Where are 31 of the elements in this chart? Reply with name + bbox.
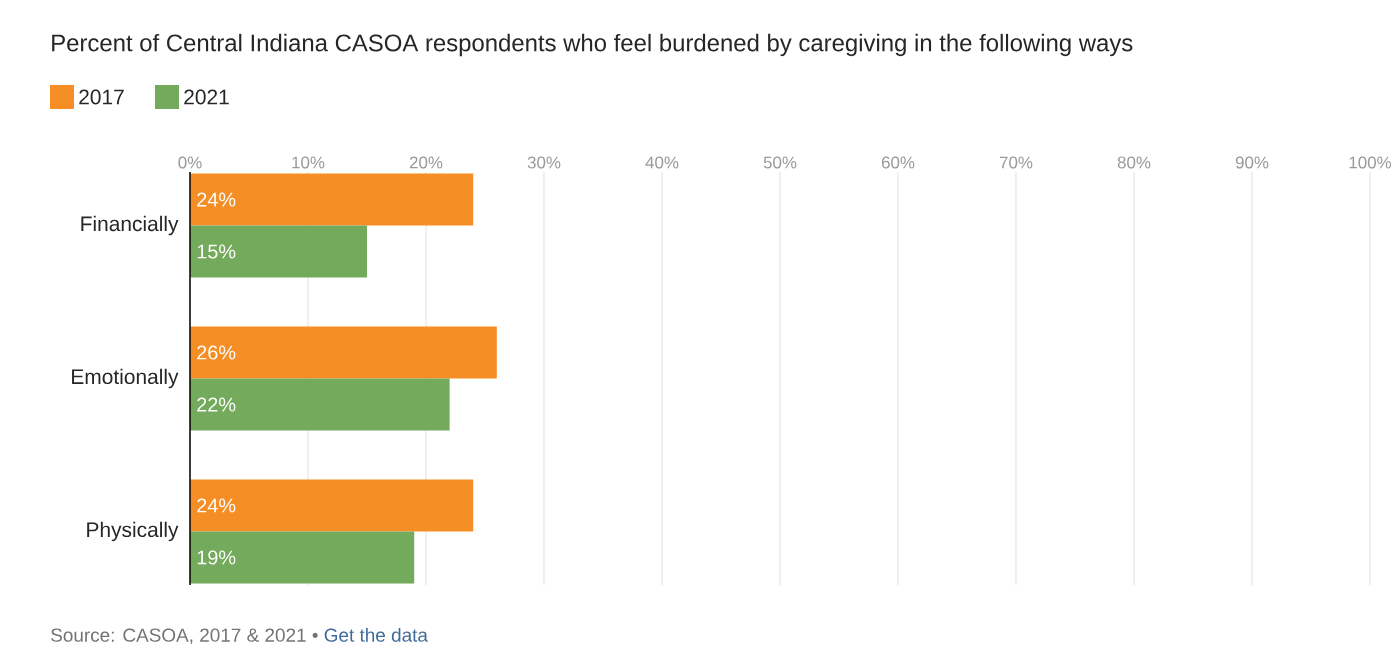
data-label: 22% [197, 397, 236, 412]
x-tick-label: 70% [999, 156, 1033, 169]
data-label: 26% [197, 345, 236, 360]
bar [190, 378, 450, 431]
x-tick-label: 50% [763, 156, 797, 169]
x-tick-label: 90% [1235, 156, 1269, 169]
bar [190, 326, 497, 379]
legend-label: 2021 [184, 89, 229, 105]
bar [190, 173, 474, 226]
y-tick-label: Emotionally [72, 368, 179, 389]
data-label: 19% [197, 550, 236, 565]
x-tick-label: 60% [881, 156, 915, 169]
x-tick-label: 80% [1117, 156, 1151, 169]
y-tick-label: Physically [87, 521, 179, 542]
y-tick-label: Financially [81, 215, 179, 236]
bar [190, 479, 474, 532]
x-tick-label: 20% [409, 156, 443, 169]
data-label: 15% [197, 244, 236, 259]
legend-label: 2017 [79, 89, 124, 105]
source-note: Source: CASOA, 2017 & 2021 • [51, 628, 318, 645]
x-tick-label: 40% [645, 156, 679, 169]
data-label: 24% [197, 192, 236, 207]
bar [190, 531, 415, 584]
data-label: 24% [197, 498, 236, 513]
bar [190, 225, 368, 278]
x-tick-label: 10% [292, 156, 325, 169]
x-tick-label: 30% [527, 156, 561, 169]
text: Get the data [324, 627, 428, 642]
x-tick-label: 100% [1349, 156, 1392, 169]
x-tick-label: 0% [178, 156, 202, 169]
chart-title: Percent of Central Indiana CASOA respondents who feel burdened by caregiving in the following ways [52, 33, 1133, 57]
